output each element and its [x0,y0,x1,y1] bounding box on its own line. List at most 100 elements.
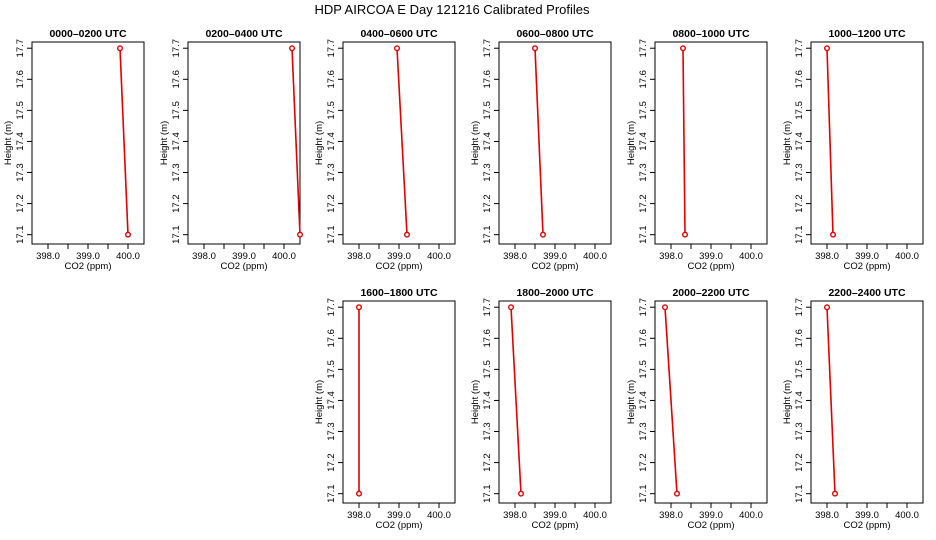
profile-panel: 1000–1200 UTC 398.0 399.0 400.0 17.1 17.2 17.3… [782,28,924,272]
x-axis-label: CO2 (ppm) [65,261,112,272]
x-tick-label: 399.0 [855,251,879,262]
x-tick-label: 400.0 [272,251,296,262]
y-tick-label: 17.7 [326,39,337,58]
profile-point [830,231,837,238]
y-tick-label: 17.6 [326,329,337,348]
y-tick-label: 17.7 [482,298,493,317]
x-axis-label: CO2 (ppm) [532,261,579,272]
x-axis-label: CO2 (ppm) [688,520,735,531]
y-axis-label: Height (m) [782,121,793,165]
profile-line [682,48,686,235]
x-tick-label: 400.0 [427,510,451,521]
y-axis-label: Height (m) [626,380,637,424]
plot-frame [498,41,612,245]
y-tick-label: 17.2 [638,194,649,213]
x-tick-label: 400.0 [427,251,451,262]
x-tick-label: 398.0 [36,251,60,262]
profile-point [297,231,304,238]
panel-title: 1000–1200 UTC [828,28,905,40]
y-tick-label: 17.7 [482,39,493,58]
y-tick-label: 17.7 [326,298,337,317]
profile-line [534,48,544,235]
y-tick-label: 17.1 [482,484,493,503]
y-tick-label: 17.5 [638,360,649,379]
y-tick-label: 17.7 [638,39,649,58]
x-tick-label: 398.0 [659,510,683,521]
profile-point [824,304,831,311]
x-axis-label: CO2 (ppm) [844,520,891,531]
y-tick-label: 17.1 [794,484,805,503]
y-tick-label: 17.7 [794,298,805,317]
x-tick-label: 398.0 [347,510,371,521]
y-tick-label: 17.6 [638,329,649,348]
y-axis-label: Height (m) [470,121,481,165]
y-tick-label: 17.7 [638,298,649,317]
x-tick-label: 399.0 [76,251,100,262]
x-tick-label: 398.0 [659,251,683,262]
profile-panel: 1600–1800 UTC 398.0 399.0 400.0 17.1 17.2 17.3… [314,287,456,531]
profile-point [356,490,363,497]
y-tick-label: 17.2 [326,194,337,213]
profile-panel: 0200–0400 UTC 398.0 399.0 400.0 17.1 17.2 17.3… [159,28,304,272]
y-tick-label: 17.5 [171,101,182,120]
y-tick-label: 17.5 [794,101,805,120]
y-tick-label: 17.4 [482,391,493,410]
y-tick-label: 17.3 [482,422,493,441]
y-tick-label: 17.4 [794,391,805,410]
y-axis-label: Height (m) [626,121,637,165]
y-tick-label: 17.6 [794,329,805,348]
y-axis-label: Height (m) [782,380,793,424]
profile-panel: 0600–0800 UTC 398.0 399.0 400.0 17.1 17.2 17.3… [470,28,612,272]
y-tick-label: 17.1 [638,484,649,503]
profile-point [682,231,689,238]
panel-title: 0000–0200 UTC [49,28,126,40]
x-tick-label: 398.0 [503,510,527,521]
x-tick-label: 398.0 [347,251,371,262]
y-tick-label: 17.1 [171,225,182,244]
x-tick-label: 400.0 [583,510,607,521]
profile-point [832,490,839,497]
y-tick-label: 17.5 [482,101,493,120]
x-tick-label: 400.0 [895,251,919,262]
profile-point [532,45,539,52]
y-axis-label: Height (m) [159,121,170,165]
x-tick-label: 400.0 [739,251,763,262]
profile-point [680,45,687,52]
x-tick-label: 400.0 [583,251,607,262]
y-tick-label: 17.2 [794,453,805,472]
y-tick-label: 17.3 [326,422,337,441]
y-tick-label: 17.3 [15,163,26,182]
panel-title: 0400–0600 UTC [360,28,437,40]
profile-panel: 1800–2000 UTC 398.0 399.0 400.0 17.1 17.2 17.3… [470,287,612,531]
profile-point [124,231,131,238]
panels-group: 0000–0200 UTC 398.0 399.0 400.0 17.1 17.2 17.3… [3,28,924,531]
y-tick-label: 17.2 [638,453,649,472]
y-tick-label: 17.2 [171,194,182,213]
x-tick-label: 399.0 [387,510,411,521]
profile-line [119,48,129,235]
panel-title: 2000–2200 UTC [672,287,749,299]
y-tick-label: 17.7 [15,39,26,58]
x-axis-label: CO2 (ppm) [844,261,891,272]
panel-title: 0600–0800 UTC [516,28,593,40]
profile-point [674,490,681,497]
profile-panel: 2200–2400 UTC 398.0 399.0 400.0 17.1 17.2 17.3… [782,287,924,531]
y-tick-label: 17.6 [326,70,337,89]
y-tick-label: 17.1 [326,225,337,244]
y-tick-label: 17.4 [638,132,649,151]
profile-point [404,231,411,238]
profile-point [116,45,123,52]
y-tick-label: 17.3 [326,163,337,182]
y-tick-label: 17.5 [794,360,805,379]
y-tick-label: 17.4 [794,132,805,151]
y-tick-label: 17.4 [326,132,337,151]
y-tick-label: 17.5 [326,360,337,379]
x-tick-label: 399.0 [699,251,723,262]
y-tick-label: 17.3 [638,163,649,182]
profile-panel: 0000–0200 UTC 398.0 399.0 400.0 17.1 17.2 17.3… [3,28,145,272]
panel-title: 0800–1000 UTC [672,28,749,40]
profile-line [510,307,522,494]
profile-panel: 0400–0600 UTC 398.0 399.0 400.0 17.1 17.2 17.3… [314,28,456,272]
x-axis-label: CO2 (ppm) [688,261,735,272]
